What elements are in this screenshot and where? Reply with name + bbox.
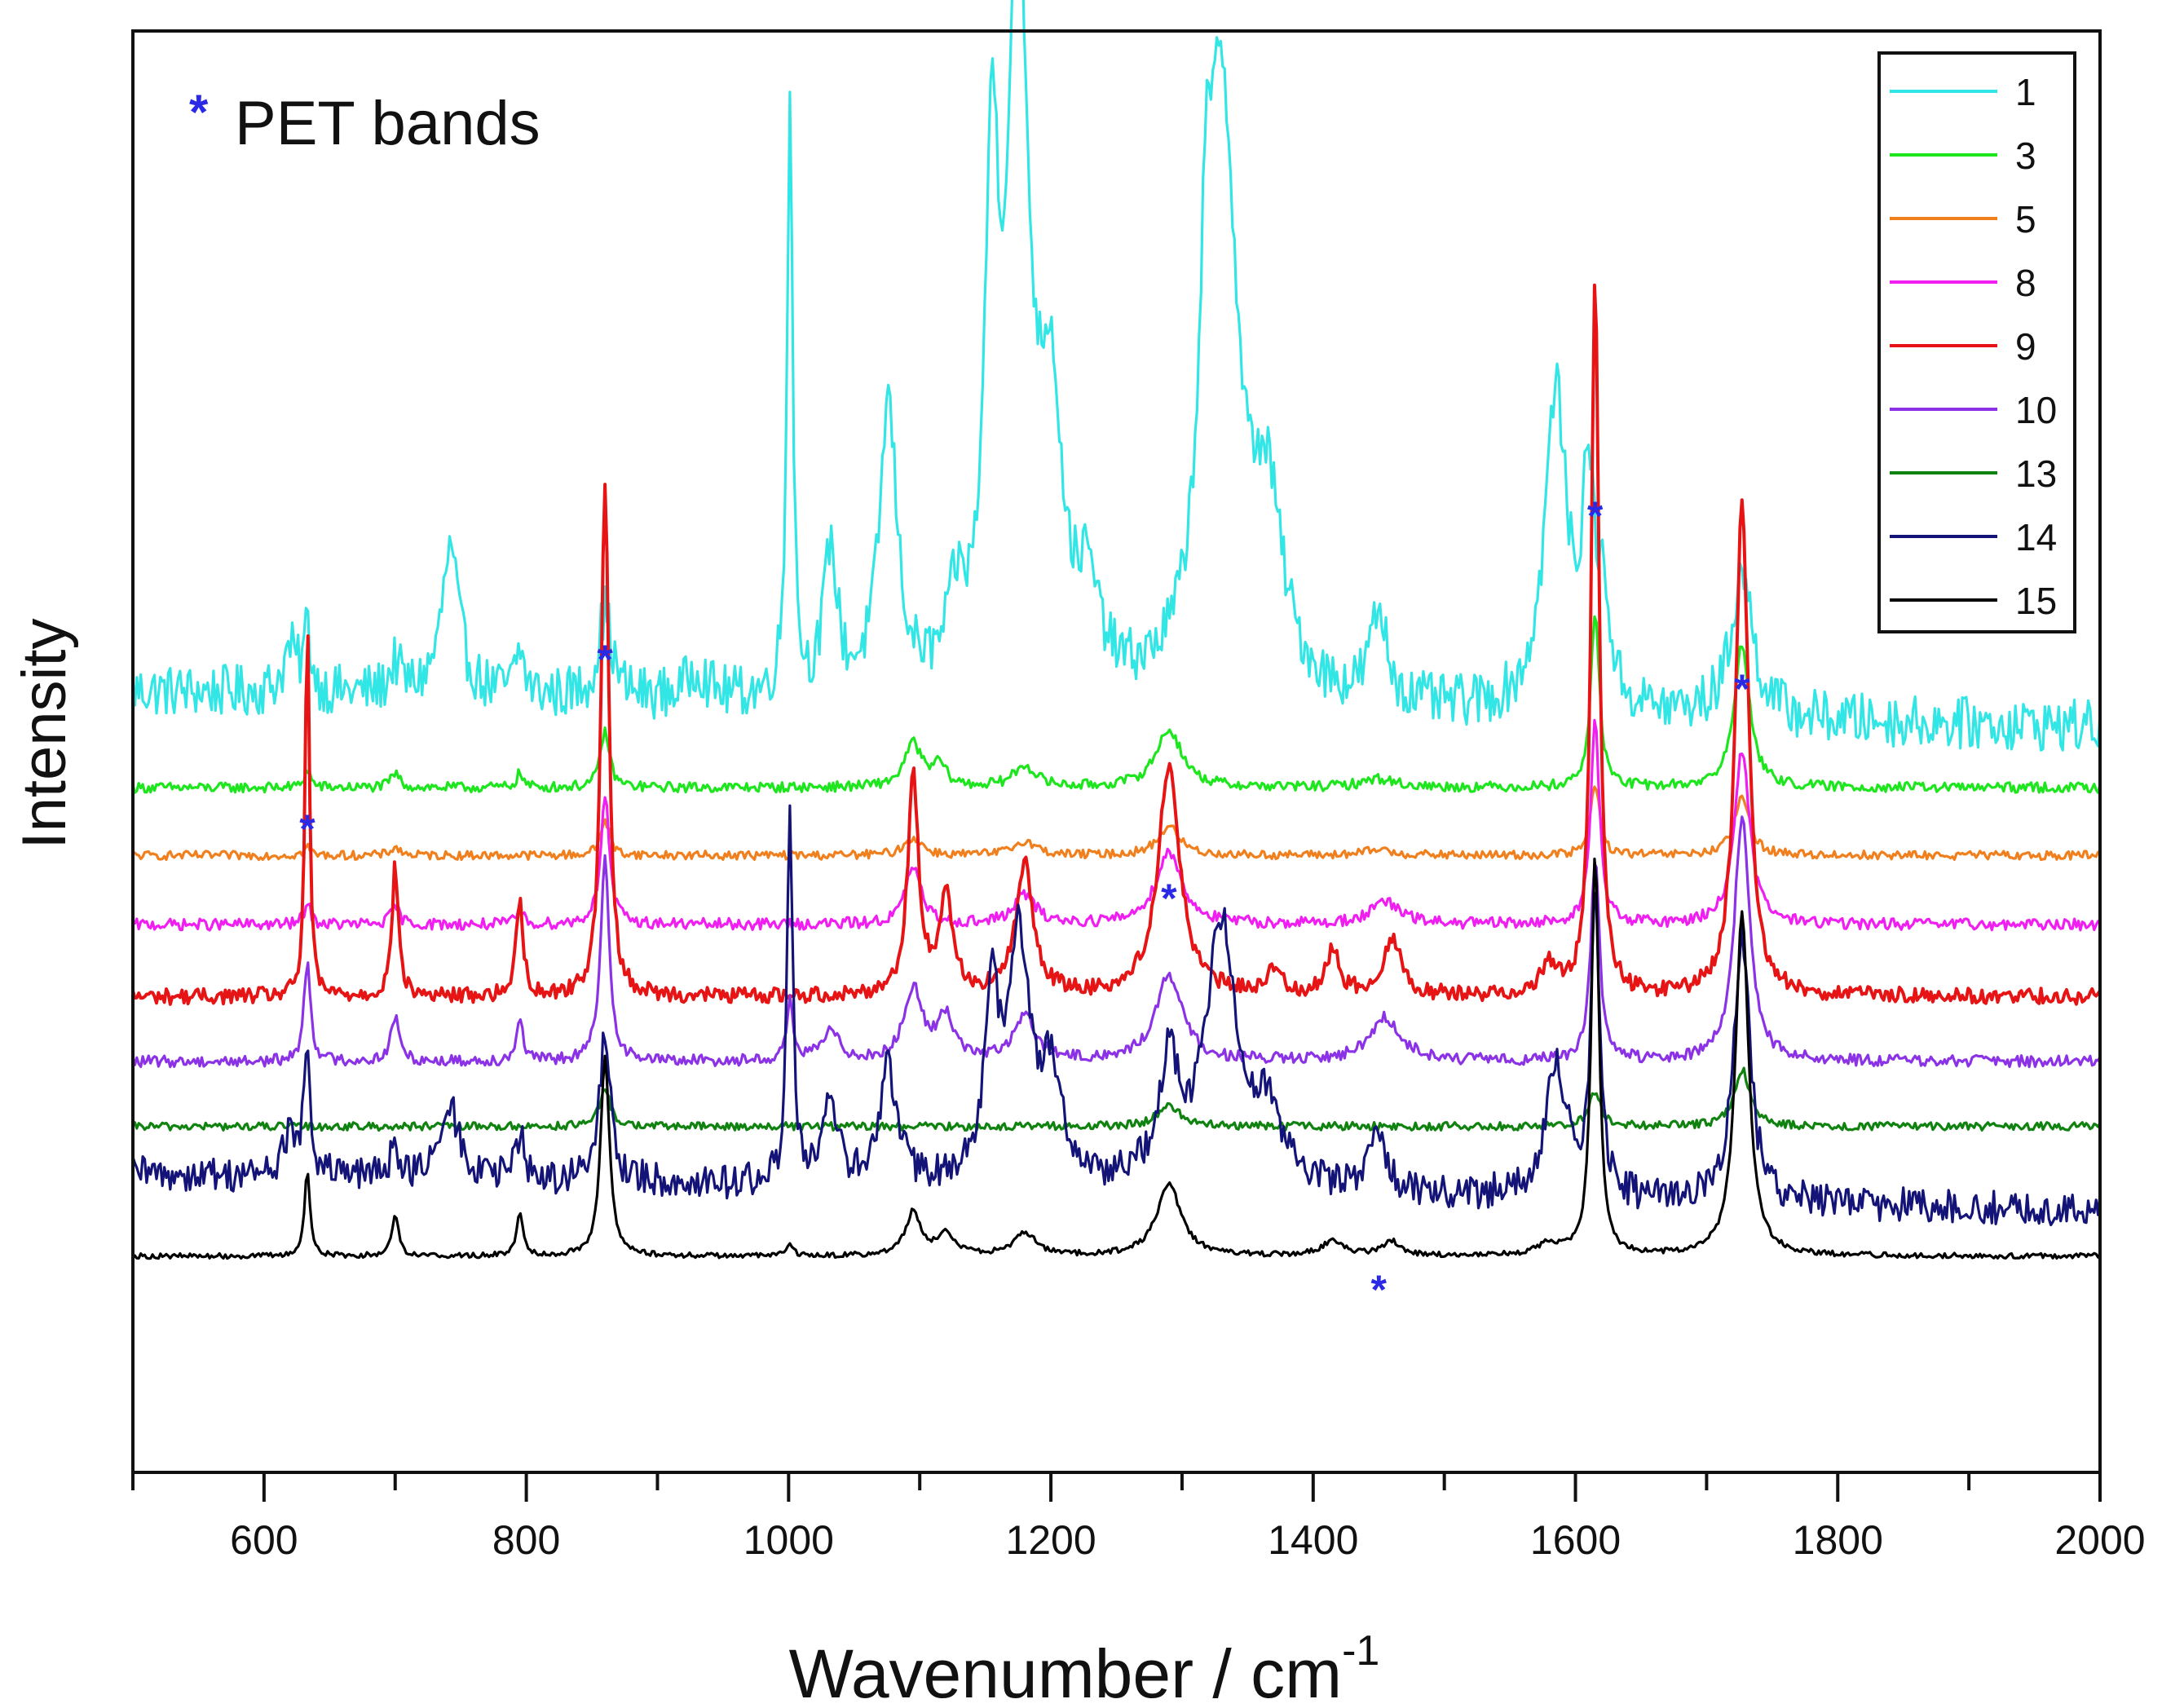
series-line-10	[131, 815, 2102, 1069]
legend-label-3: 3	[2015, 135, 2036, 177]
series-line-8	[131, 718, 2101, 932]
series-group	[131, 0, 2102, 1260]
x-axis-title: Wavenumber / cm-1	[789, 1627, 1380, 1708]
x-axis-title-superscript: -1	[1342, 1627, 1379, 1675]
legend-label-14: 14	[2015, 516, 2057, 558]
pet-band-marker-860: *	[597, 637, 613, 682]
y-axis-title: Intensity	[10, 618, 79, 849]
x-axis: 600 800 1000 1200 1400 1600 1800 2000	[131, 1472, 2146, 1563]
x-tick-label-1400: 1400	[1268, 1517, 1358, 1563]
legend-label-15: 15	[2015, 580, 2057, 622]
annotation-text: PET bands	[235, 89, 540, 158]
legend-label-13: 13	[2015, 452, 2057, 495]
x-tick-label-600: 600	[230, 1517, 298, 1563]
series-line-3	[131, 615, 2102, 794]
pet-band-marker-1290: *	[1161, 876, 1177, 921]
pet-band-marker-1615: *	[1587, 493, 1604, 539]
x-tick-label-1000: 1000	[743, 1517, 834, 1563]
annotation-star: *	[189, 85, 209, 139]
pet-band-markers: * * * * * *	[299, 493, 1750, 1313]
x-tick-label-2000: 2000	[2054, 1517, 2145, 1563]
x-tick-label-1800: 1800	[1793, 1517, 1883, 1563]
series-line-1	[131, 0, 2102, 752]
legend-label-9: 9	[2015, 325, 2036, 368]
legend-label-8: 8	[2015, 262, 2036, 304]
legend-label-10: 10	[2015, 389, 2057, 431]
x-axis-title-main: Wavenumber / cm	[789, 1635, 1342, 1708]
series-line-5	[132, 785, 2101, 862]
x-tick-label-1200: 1200	[1005, 1517, 1096, 1563]
pet-band-marker-633: *	[299, 806, 315, 852]
legend-label-1: 1	[2015, 71, 2036, 113]
x-tick-label-1600: 1600	[1530, 1517, 1621, 1563]
series-line-14	[131, 804, 2102, 1227]
plot-frame	[131, 29, 2102, 1474]
series-line-15	[131, 857, 2102, 1260]
x-tick-label-800: 800	[492, 1517, 560, 1563]
pet-band-marker-1450: *	[1370, 1267, 1387, 1313]
series-line-9	[131, 283, 2102, 1006]
pet-band-marker-1727: *	[1734, 666, 1750, 712]
legend-label-5: 5	[2015, 198, 2036, 241]
